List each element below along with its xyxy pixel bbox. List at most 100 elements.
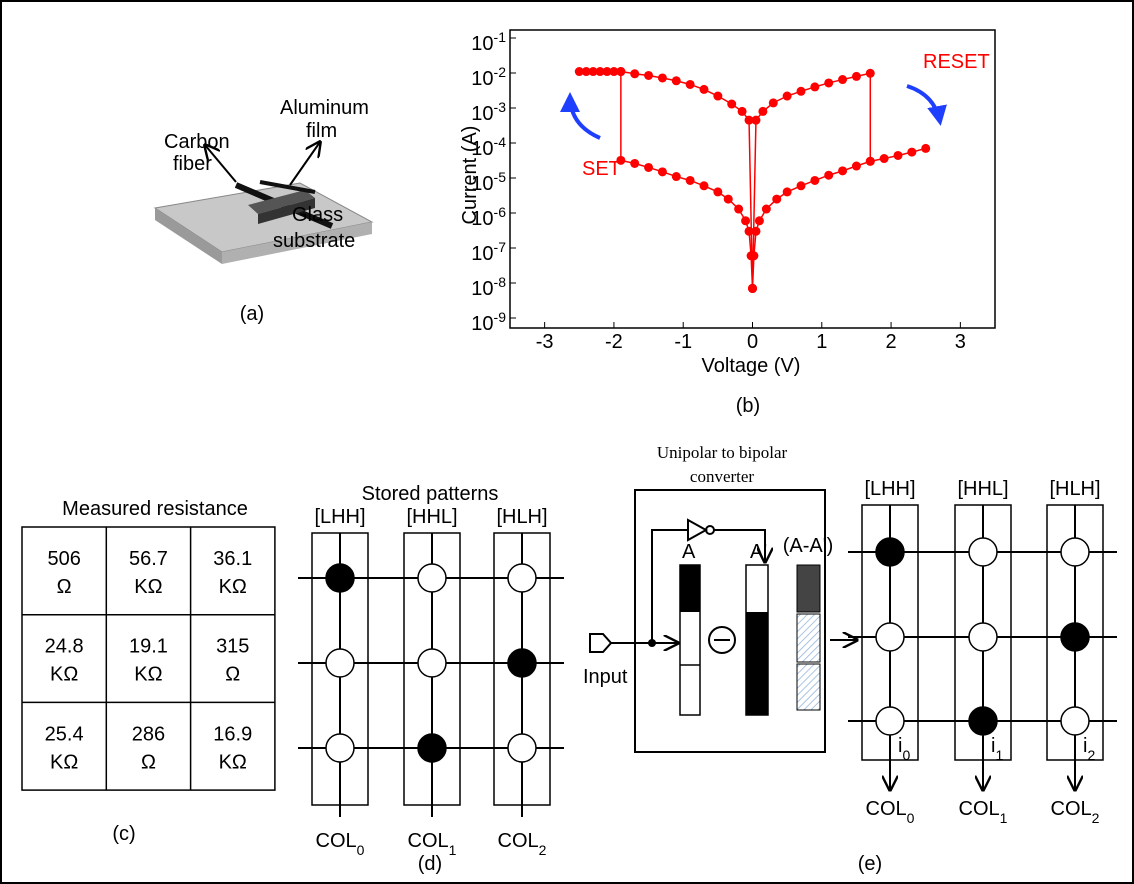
data-point (630, 69, 640, 79)
caption: (c) (112, 823, 135, 845)
x-tick-label: 0 (747, 331, 758, 353)
data-point (810, 82, 820, 92)
table-cell: 506 (47, 548, 80, 570)
label: A' (750, 541, 767, 563)
caption: (d) (418, 853, 442, 875)
table-cell: KΩ (219, 576, 247, 598)
data-point (602, 67, 612, 77)
data-point (671, 76, 681, 86)
x-axis-label: Voltage (V) (702, 355, 801, 377)
table-cell: KΩ (219, 751, 247, 773)
data-point (630, 158, 640, 168)
data-point (921, 143, 931, 153)
iv-chart: 10-910-810-710-610-510-410-310-210-1-3 -2… (471, 29, 996, 353)
table-cell: KΩ (50, 751, 78, 773)
data-point (838, 75, 848, 85)
data-point (824, 170, 834, 180)
title: Unipolar to bipolar (657, 443, 788, 462)
title: converter (690, 467, 755, 486)
x-tick-label: 2 (886, 331, 897, 353)
table-cell: KΩ (134, 664, 162, 686)
label: (A-A') (783, 535, 833, 557)
cell (1060, 622, 1090, 652)
data-point (751, 115, 761, 125)
cell (417, 563, 447, 593)
data-point (796, 181, 806, 191)
data-point (893, 150, 903, 160)
cell (968, 706, 998, 736)
table-cell: KΩ (50, 664, 78, 686)
data-point (737, 106, 747, 116)
cell (1060, 537, 1090, 567)
data-point (768, 98, 778, 108)
table-border (21, 526, 276, 791)
cell (507, 563, 537, 593)
title: Stored patterns (362, 483, 499, 505)
data-point (574, 67, 584, 77)
y-tick-label: 10-8 (471, 274, 506, 300)
label: substrate (273, 230, 355, 252)
data-point (713, 91, 723, 101)
x-tick-label: -1 (674, 331, 692, 353)
data-point (761, 204, 771, 214)
data-point (727, 99, 737, 109)
data-point (581, 67, 591, 77)
label: fiber (173, 153, 212, 175)
cell (417, 648, 447, 678)
data-point (865, 68, 875, 78)
annotation: RESET (923, 51, 990, 73)
cell (507, 648, 537, 678)
data-point (699, 181, 709, 191)
table-cell: Ω (57, 576, 72, 598)
cell (507, 733, 537, 763)
data-point (782, 187, 792, 197)
x-tick-label: -2 (605, 331, 623, 353)
pattern-label: [HLH] (1049, 478, 1100, 500)
label: A (682, 541, 696, 563)
pattern-label: [HLH] (496, 506, 547, 528)
caption: (a) (240, 303, 264, 325)
y-axis-label: Current (A) (459, 126, 481, 225)
data-point (595, 67, 605, 77)
table-cell: 56.7 (129, 548, 168, 570)
table-cell: 24.8 (45, 636, 84, 658)
pattern-label: [LHH] (864, 478, 915, 500)
data-point (741, 216, 751, 226)
data-point (713, 187, 723, 197)
table-title: Measured resistance (62, 498, 248, 520)
data-point (671, 172, 681, 182)
resistance-table: 506 Ω 56.7 KΩ 36.1 KΩ 24.8 KΩ 19.1 KΩ 315 Ω 25.4 KΩ 28… (21, 526, 276, 791)
device-illustration (153, 142, 374, 264)
x-tick-label: -3 (536, 331, 554, 353)
annotation: SET (582, 158, 621, 180)
data-point (907, 147, 917, 157)
cell (325, 733, 355, 763)
label: Carbon (164, 131, 230, 153)
data-point (838, 166, 848, 176)
caption: (e) (858, 853, 882, 875)
data-point (588, 67, 598, 77)
data-point (754, 216, 764, 226)
table-cell: KΩ (134, 576, 162, 598)
data-point (851, 161, 861, 171)
table-cell: 36.1 (213, 548, 252, 570)
cell (417, 733, 447, 763)
cell (968, 537, 998, 567)
data-point (748, 283, 757, 293)
data-point (644, 162, 654, 172)
data-point (723, 194, 733, 204)
cell (325, 648, 355, 678)
data-point (772, 194, 782, 204)
table-cell: 19.1 (129, 636, 168, 658)
label: Input (583, 666, 628, 688)
pattern-label: [HHL] (406, 506, 457, 528)
table-cell: 286 (132, 723, 165, 745)
data-point (796, 86, 806, 96)
y-tick-label: 10-5 (471, 169, 506, 195)
cell (875, 537, 905, 567)
caption: (b) (736, 395, 760, 417)
data-point (699, 84, 709, 94)
x-tick-label: 1 (816, 331, 827, 353)
data-point (865, 156, 875, 166)
